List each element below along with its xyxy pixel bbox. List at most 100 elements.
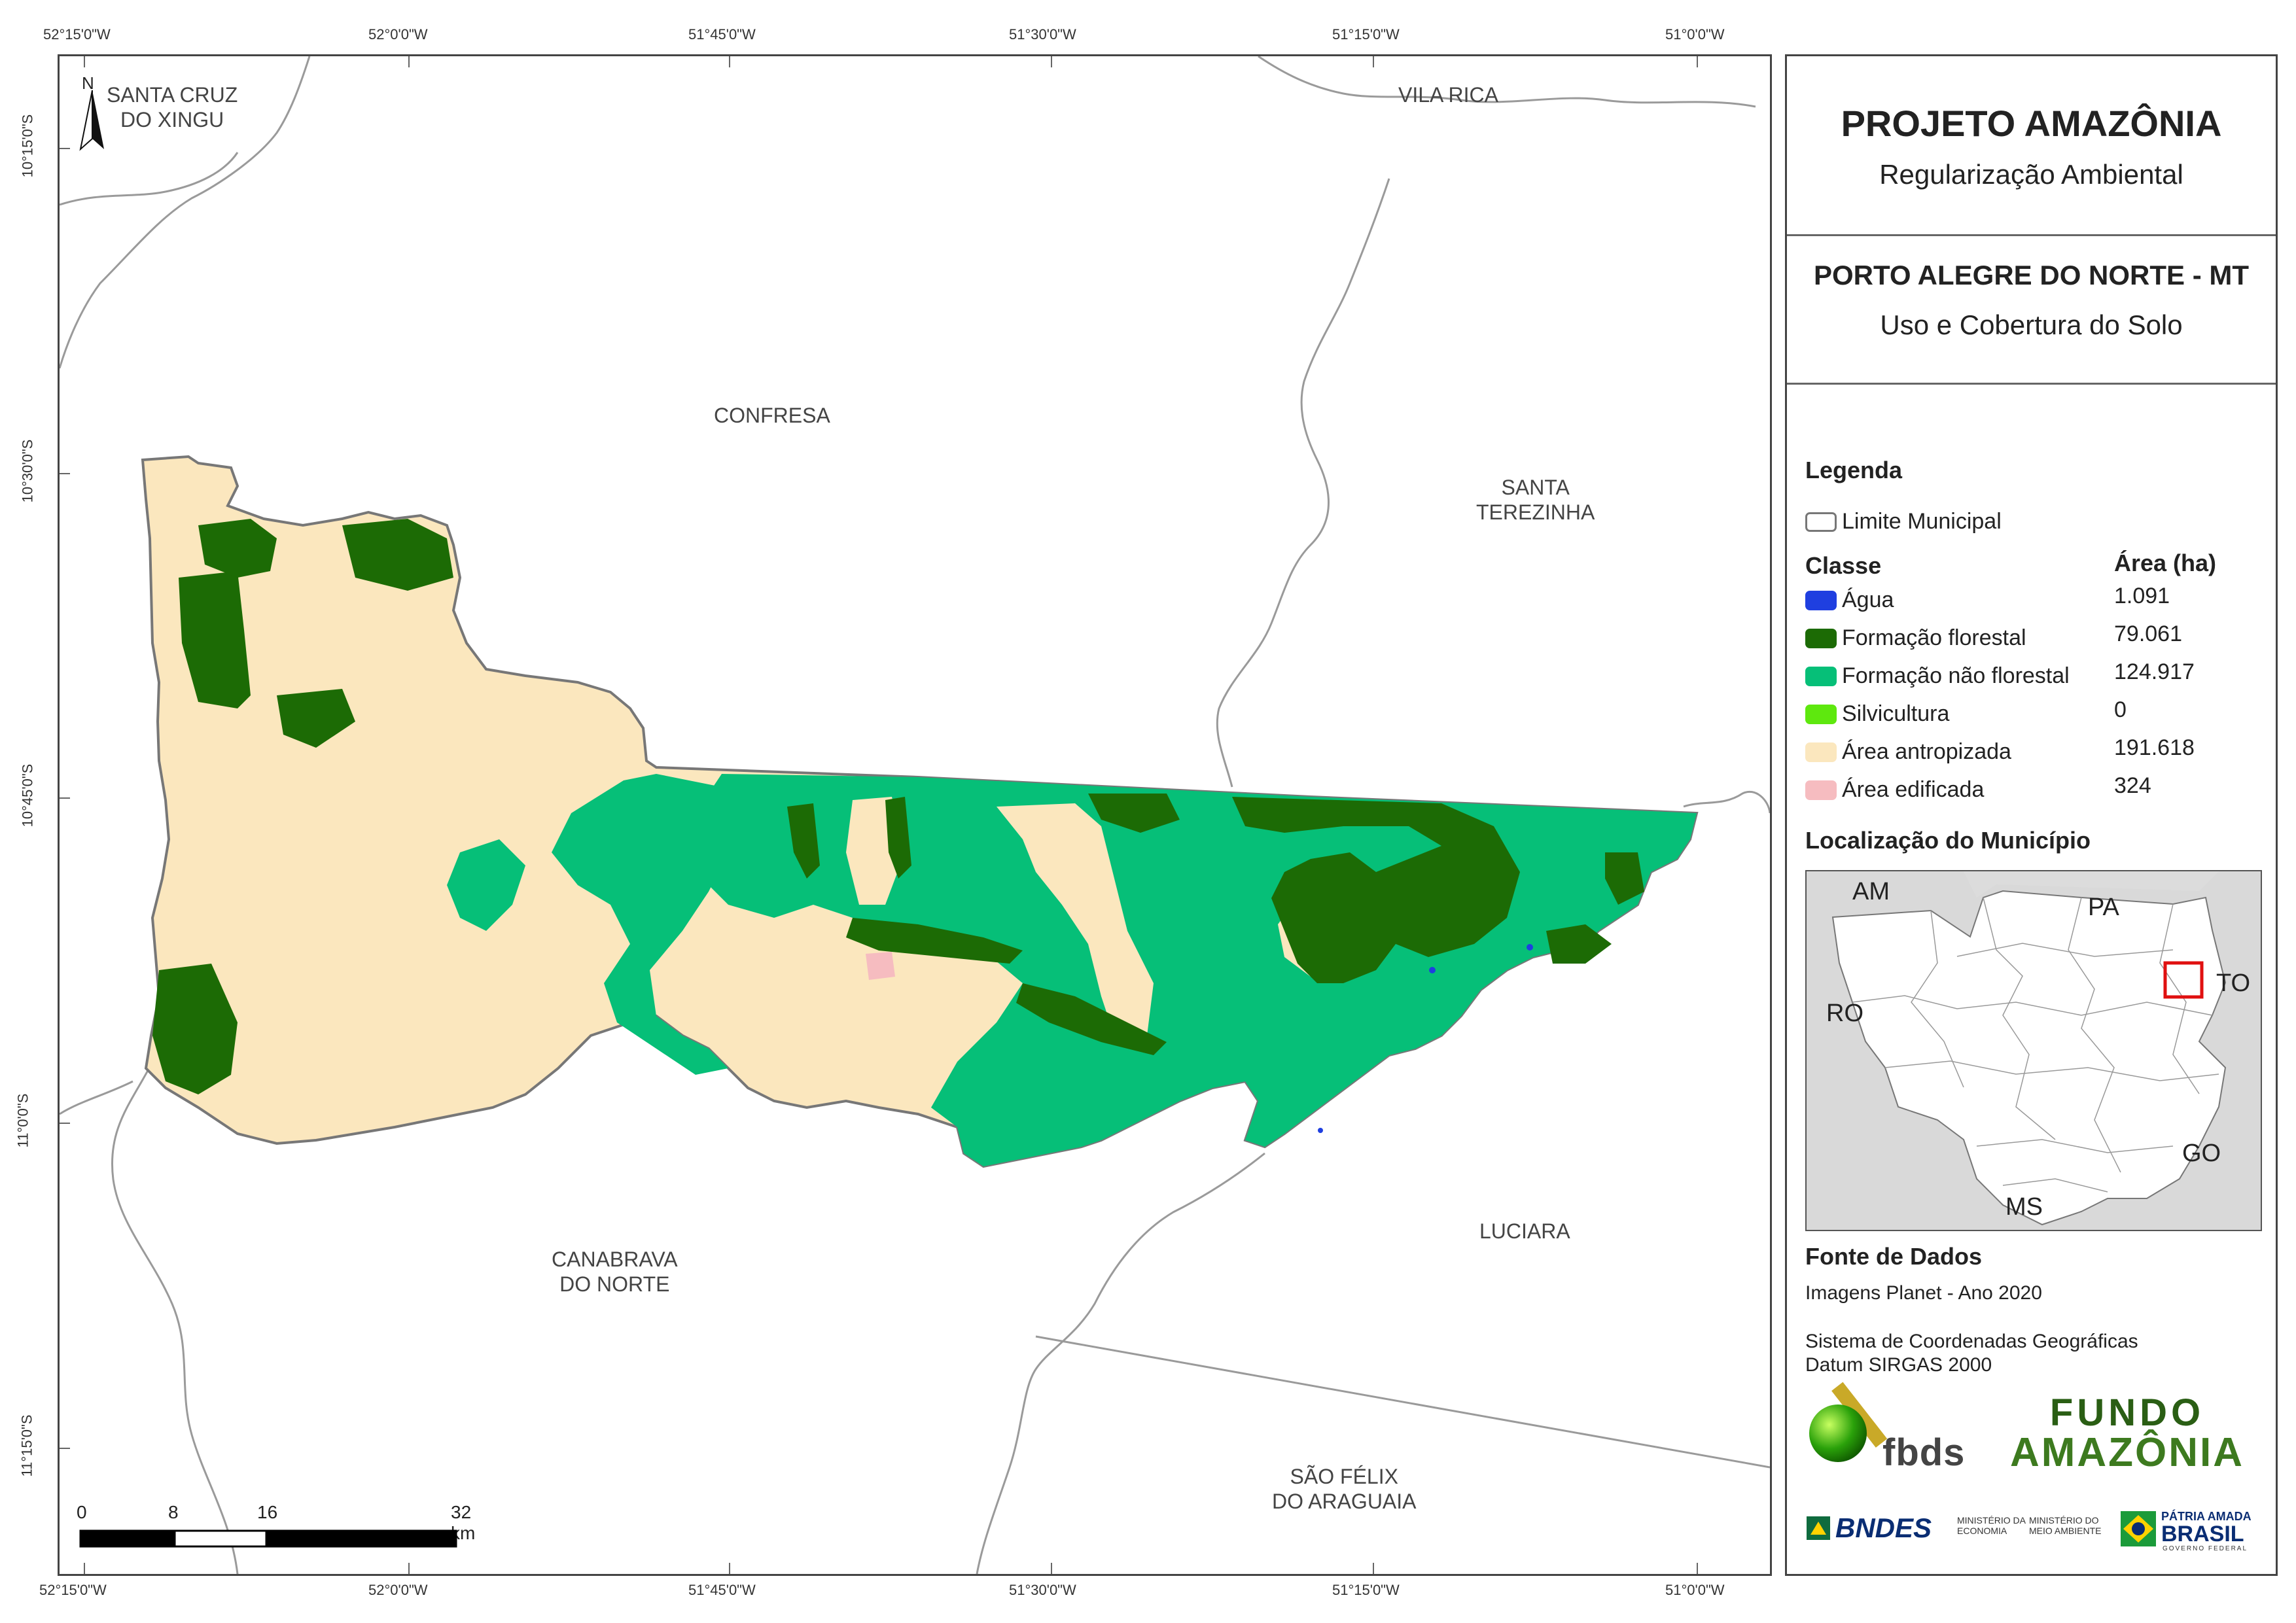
source-text: Imagens Planet - Ano 2020 — [1805, 1282, 2042, 1304]
coord-left-1: 10°15'0"S — [19, 114, 36, 178]
scale-tick-0: 0 — [77, 1502, 87, 1522]
gov-federal: GOVERNO FEDERAL — [2163, 1545, 2248, 1552]
legend-class-agua: Água — [1805, 587, 1894, 613]
limit-label: Limite Municipal — [1842, 509, 2002, 534]
label-sao-felix-do-araguaia: SÃO FÉLIX DO ARAGUAIA — [1272, 1464, 1417, 1514]
area-agua: 1.091 — [2114, 584, 2170, 608]
legend-limit-municipal: Limite Municipal — [1805, 509, 2002, 534]
class-heading: Classe — [1805, 552, 1882, 579]
north-arrow-icon — [79, 90, 104, 151]
map-frame: N SANTA CRUZ DO XINGU VILA RICA CONFRESA… — [58, 54, 1772, 1576]
fundo-logo-line1: FUNDO — [2049, 1391, 2205, 1434]
coord-left-4: 11°0'0"S — [14, 1093, 31, 1148]
coord-top-3: 51°45'0"W — [688, 26, 756, 43]
label-santa-cruz-do-xingu: SANTA CRUZ DO XINGU — [107, 82, 238, 132]
coord-bottom-2: 52°0'0"W — [368, 1582, 428, 1598]
bndes-logo: BNDES — [1805, 1512, 1949, 1544]
legend-class-area-edificada: Área edificada — [1805, 777, 1984, 803]
project-header: PROJETO AMAZÔNIA Regularização Ambiental — [1787, 56, 2276, 236]
legend-heading: Legenda — [1805, 457, 1903, 483]
inset-label-ms: MS — [2005, 1193, 2043, 1221]
label-santa-terezinha-line1: SANTA — [1501, 476, 1570, 499]
patria-line1: PÁTRIA AMADA — [2161, 1510, 2252, 1523]
coord-bottom-6: 51°0'0"W — [1665, 1582, 1725, 1598]
fbds-logo: fbds — [1805, 1374, 1966, 1474]
project-subtitle: Regularização Ambiental — [1879, 159, 2183, 190]
municipality-polygon — [141, 455, 1699, 1168]
class-name-formacao-nao-florestal: Formação não florestal — [1842, 663, 2070, 688]
area-formacao-florestal: 79.061 — [2114, 621, 2182, 646]
coord-bottom-4: 51°30'0"W — [1009, 1582, 1076, 1598]
label-confresa: CONFRESA — [714, 404, 830, 427]
patria-line2: BRASIL — [2161, 1522, 2244, 1546]
area-heading: Área (ha) — [2114, 550, 2217, 576]
class-name-area-antropizada: Área antropizada — [1842, 739, 2011, 764]
limit-swatch — [1805, 512, 1837, 532]
label-canabrava-line1: CANABRAVA — [552, 1248, 678, 1271]
label-santa-terezinha-line2: TEREZINHA — [1476, 500, 1595, 524]
label-santa-cruz-line2: DO XINGU — [120, 108, 224, 131]
scale-bar: 0 8 16 32 km — [77, 1502, 475, 1554]
map-canvas — [60, 56, 1770, 1574]
label-sao-felix-line2: DO ARAGUAIA — [1272, 1490, 1417, 1513]
legend-class-formacao-nao-florestal: Formação não florestal — [1805, 663, 2070, 689]
label-sao-felix-line1: SÃO FÉLIX — [1290, 1465, 1398, 1488]
fbds-logo-text: fbds — [1882, 1431, 1966, 1474]
location-inset-map: AM PA RO TO GO MS — [1805, 870, 2262, 1231]
coord-left-5: 11°15'0"S — [18, 1414, 35, 1477]
scale-bar-graphic — [79, 1529, 457, 1548]
swatch-formacao-florestal — [1805, 628, 1837, 648]
inset-label-ro: RO — [1826, 1000, 1863, 1027]
bndes-logo-mark — [1807, 1516, 1830, 1540]
min-meio-line2: MEIO AMBIENTE — [2029, 1526, 2102, 1536]
min-economia-line1: MINISTÉRIO DA — [1957, 1515, 2026, 1526]
bndes-logo-text: BNDES — [1835, 1512, 1932, 1543]
map-title: PORTO ALEGRE DO NORTE - MT — [1813, 260, 2249, 290]
coord-bottom-5: 51°15'0"W — [1332, 1582, 1400, 1598]
source-block: Fonte de Dados Imagens Planet - Ano 2020… — [1787, 1181, 2276, 1378]
coord-top-4: 51°30'0"W — [1009, 26, 1076, 43]
swatch-formacao-nao-florestal — [1805, 666, 1837, 686]
swatch-silvicultura — [1805, 704, 1837, 724]
location-inset-canvas — [1807, 871, 2261, 1230]
project-title: PROJETO AMAZÔNIA — [1841, 103, 2222, 144]
coord-top-2: 52°0'0"W — [368, 26, 428, 43]
scale-tick-16: 16 — [257, 1502, 278, 1522]
ministerio-economia-logo: MINISTÉRIO DA ECONOMIA — [1957, 1515, 2026, 1536]
label-vila-rica: VILA RICA — [1398, 83, 1498, 107]
source-heading: Fonte de Dados — [1805, 1243, 1983, 1270]
area-area-antropizada: 191.618 — [2114, 735, 2195, 760]
coord-left-3: 10°45'0"S — [19, 763, 36, 828]
label-canabrava-do-norte: CANABRAVA DO NORTE — [552, 1247, 678, 1297]
location-heading: Localização do Município — [1805, 827, 2091, 854]
coord-top-1: 52°15'0"W — [43, 26, 111, 43]
coord-bottom-1: 52°15'0"W — [39, 1582, 107, 1598]
inset-label-pa: PA — [2088, 894, 2119, 921]
legend-class-silvicultura: Silvicultura — [1805, 701, 1949, 727]
coord-top-5: 51°15'0"W — [1332, 26, 1400, 43]
min-meio-line1: MINISTÉRIO DO — [2029, 1515, 2099, 1526]
ministerio-meio-ambiente-logo: MINISTÉRIO DO MEIO AMBIENTE — [2029, 1515, 2101, 1536]
inset-label-go: GO — [2182, 1140, 2221, 1167]
crs-line2: Datum SIRGAS 2000 — [1805, 1354, 1992, 1376]
legend-class-area-antropizada: Área antropizada — [1805, 739, 2011, 765]
label-santa-cruz-line1: SANTA CRUZ — [107, 83, 238, 107]
legend-block: Legenda Limite Municipal Classe Área (ha… — [1787, 385, 2276, 1261]
label-canabrava-line2: DO NORTE — [559, 1272, 670, 1296]
legend-class-formacao-florestal: Formação florestal — [1805, 625, 2026, 651]
map-subtitle: Uso e Cobertura do Solo — [1880, 309, 2183, 340]
patria-amada-brasil-logo: PÁTRIA AMADA BRASIL GOVERNO FEDERAL — [2121, 1507, 2271, 1553]
brazil-flag-icon — [2121, 1511, 2156, 1546]
area-area-edificada: 324 — [2114, 773, 2151, 798]
coord-left-2: 10°30'0"S — [19, 439, 36, 503]
fundo-logo-line2: AMAZÔNIA — [2009, 1430, 2245, 1475]
graticule-ticks — [60, 56, 1698, 1574]
north-arrow-letter: N — [82, 73, 94, 93]
crs-line1: Sistema de Coordenadas Geográficas — [1805, 1331, 2138, 1352]
label-luciara: LUCIARA — [1479, 1219, 1570, 1243]
class-name-area-edificada: Área edificada — [1842, 777, 1985, 802]
fbds-logo-mark — [1809, 1382, 1888, 1462]
label-santa-terezinha: SANTA TEREZINHA — [1476, 475, 1595, 525]
min-economia-line2: ECONOMIA — [1957, 1526, 2007, 1536]
north-arrow: N — [78, 73, 107, 152]
